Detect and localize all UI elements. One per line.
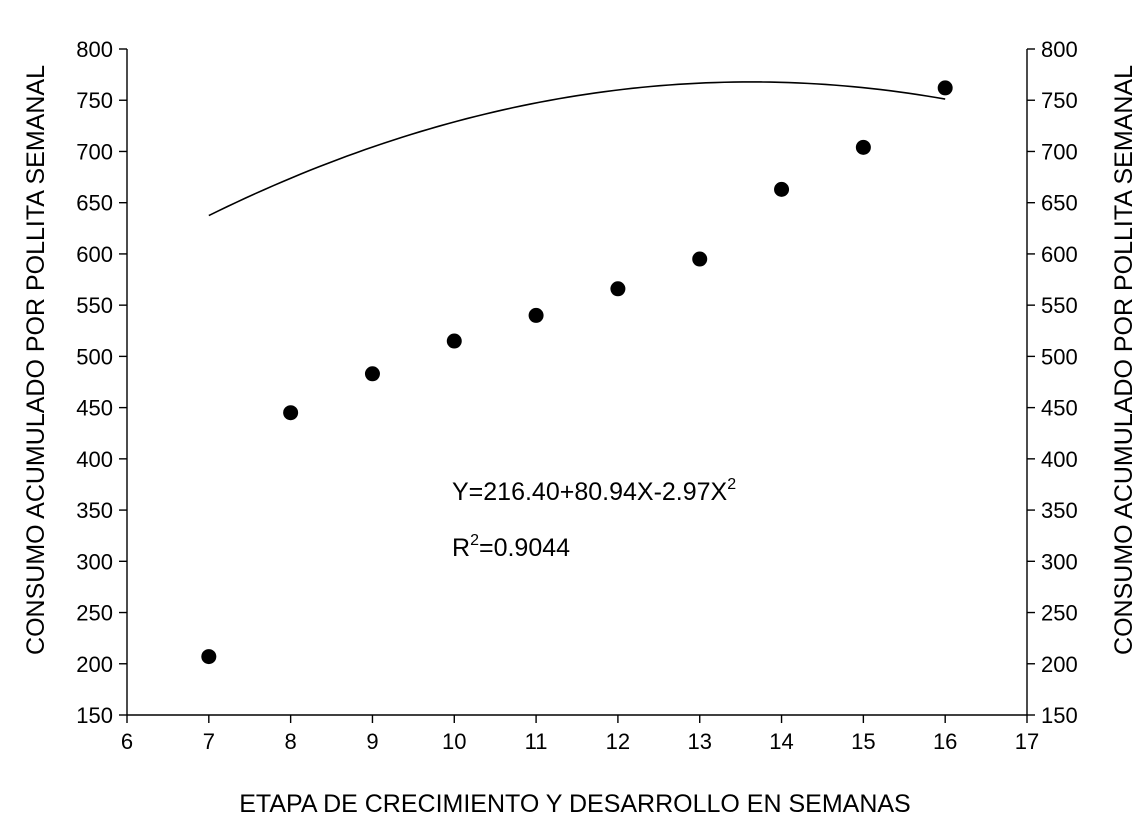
y-tick-label-left: 650 [76, 191, 113, 216]
y-tick-label-left: 150 [76, 703, 113, 728]
data-point [528, 307, 544, 323]
y-tick-label-left: 550 [76, 293, 113, 318]
data-point [937, 80, 953, 96]
y-tick-label-left: 350 [76, 498, 113, 523]
x-tick-label: 12 [606, 729, 630, 754]
y-tick-label-right: 300 [1041, 549, 1078, 574]
x-tick-label: 13 [687, 729, 711, 754]
x-ticks: 6 7 8 9 10 11 12 13 14 15 16 17 [121, 715, 1039, 754]
x-tick-label: 10 [442, 729, 466, 754]
data-point [364, 366, 380, 382]
y-tick-label-right: 650 [1041, 191, 1078, 216]
y-tick-label-left: 600 [76, 242, 113, 267]
y-tick-label-right: 200 [1041, 652, 1078, 677]
x-axis-title: ETAPA DE CRECIMIENTO Y DESARROLLO EN SEM… [239, 790, 910, 818]
y-tick-label-left: 800 [76, 37, 113, 62]
x-tick-label: 15 [851, 729, 875, 754]
x-tick-label: 8 [285, 729, 297, 754]
axes [126, 49, 1028, 716]
x-tick-label: 11 [525, 729, 548, 754]
y-tick-label-right: 150 [1041, 703, 1078, 728]
data-point [201, 649, 217, 665]
y-tick-label-left: 300 [76, 549, 113, 574]
r2-superscript: 2 [470, 532, 479, 549]
y-tick-label-right: 250 [1041, 601, 1078, 626]
equation-main: Y=216.40+80.94X-2.97X [452, 478, 728, 506]
y-tick-label-right: 400 [1041, 447, 1078, 472]
trendline [208, 81, 946, 217]
y-tick-label-left: 450 [76, 396, 113, 421]
x-tick-label: 16 [933, 729, 957, 754]
r2-value: =0.9044 [479, 534, 570, 562]
y-tick-label-left: 200 [76, 652, 113, 677]
data-points [201, 80, 953, 665]
y-tick-label-right: 550 [1041, 293, 1078, 318]
data-point [855, 139, 871, 155]
r-squared: R2=0.9044 [452, 532, 570, 562]
data-point [774, 181, 790, 197]
y-tick-label-right: 600 [1041, 242, 1078, 267]
y-ticks-left: 150 200 250 300 350 400 450 500 550 600 650 700 750 8… [76, 37, 127, 728]
y-tick-label-left: 750 [76, 88, 113, 113]
x-tick-label: 14 [769, 729, 793, 754]
y-tick-label-right: 700 [1041, 139, 1078, 164]
regression-equation: Y=216.40+80.94X-2.97X2 [452, 476, 736, 506]
y-tick-label-right: 500 [1041, 344, 1078, 369]
y-tick-label-left: 400 [76, 447, 113, 472]
y-tick-label-right: 800 [1041, 37, 1078, 62]
x-tick-label: 6 [121, 729, 133, 754]
r2-prefix: R [452, 534, 470, 562]
y-tick-label-left: 250 [76, 601, 113, 626]
data-point [446, 333, 462, 349]
equation-superscript: 2 [727, 476, 736, 493]
x-tick-label: 17 [1015, 729, 1039, 754]
y-axis-title-right: CONSUMO ACUMULADO POR POLLITA SEMANAL [1110, 65, 1138, 655]
y-axis-title-left: CONSUMO ACUMULADO POR POLLITA SEMANAL [22, 65, 50, 655]
y-tick-label-right: 450 [1041, 396, 1078, 421]
data-point [283, 405, 299, 421]
y-tick-label-right: 750 [1041, 88, 1078, 113]
data-point [610, 281, 626, 297]
y-ticks-right: 150 200 250 300 350 400 450 500 550 600 650 700 750 8… [1027, 37, 1078, 728]
y-tick-label-right: 350 [1041, 498, 1078, 523]
x-tick-label: 9 [366, 729, 378, 754]
x-tick-label: 7 [203, 729, 215, 754]
y-tick-label-left: 500 [76, 344, 113, 369]
y-tick-label-left: 700 [76, 139, 113, 164]
data-point [692, 251, 708, 267]
